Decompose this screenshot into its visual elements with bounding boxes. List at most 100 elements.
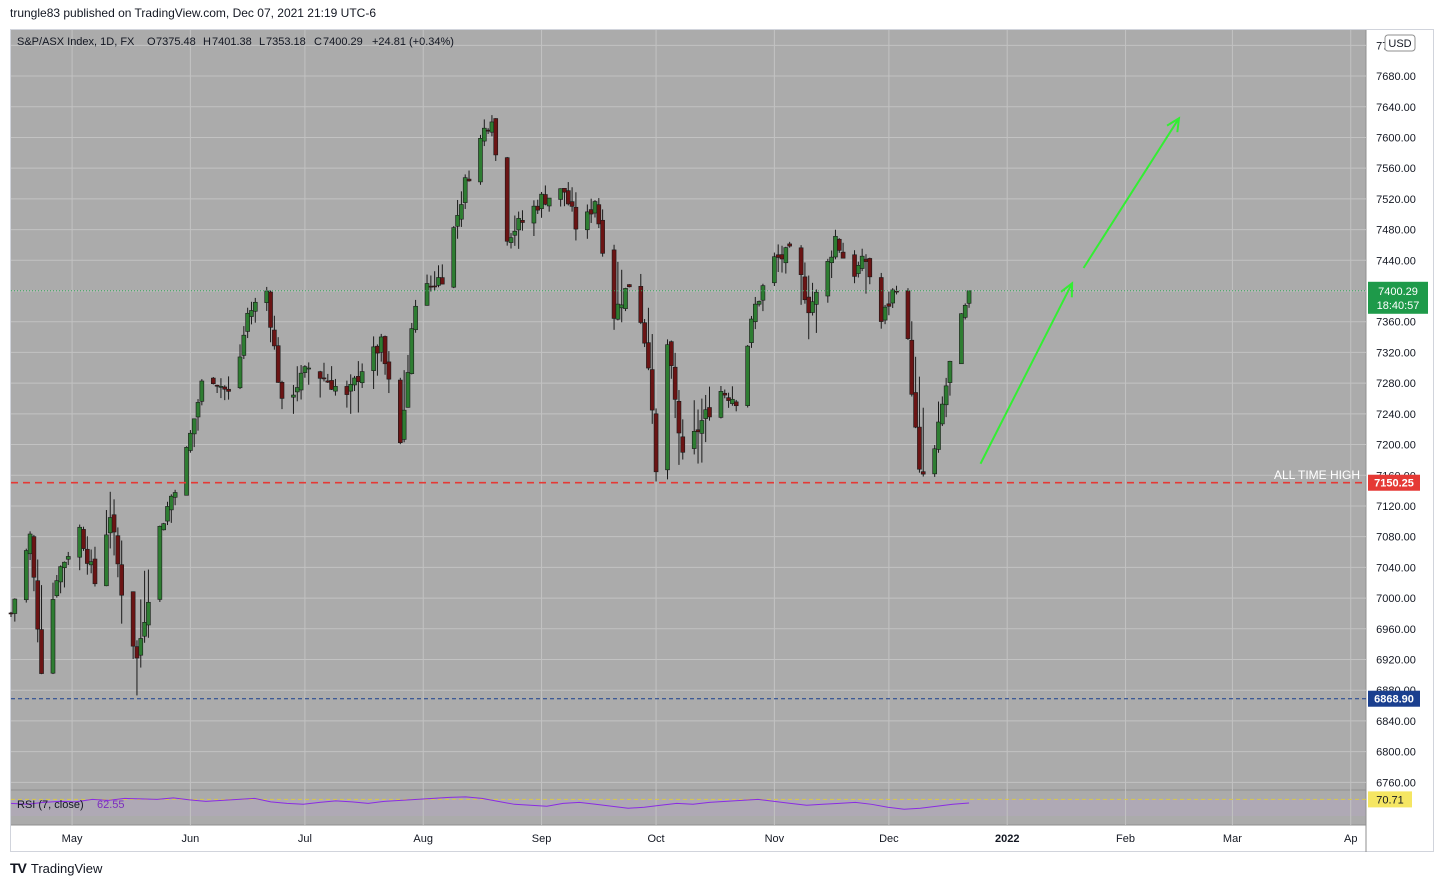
rsi-label: RSI (7, close) (17, 799, 84, 811)
candle-body (787, 243, 792, 247)
candle-body (779, 254, 785, 260)
candle-body (669, 341, 674, 366)
time-tick-label: Sep (532, 833, 552, 845)
candle-body (130, 591, 136, 647)
candle-body (810, 301, 815, 313)
candle-body (462, 177, 468, 203)
price-tick-label: 7480.00 (1376, 225, 1416, 237)
candle-body (722, 392, 728, 396)
candle-body (436, 277, 441, 286)
candle-body (623, 288, 628, 309)
candle-body (50, 599, 56, 674)
candle-body (352, 377, 357, 386)
candle-body (962, 304, 968, 318)
candle-body (317, 371, 323, 379)
chart-frame (10, 29, 1434, 852)
price-tick-label: 7120.00 (1376, 501, 1416, 513)
candle-body (665, 344, 670, 471)
candle-body (806, 296, 812, 314)
candle-body (35, 580, 41, 630)
candle-body (371, 346, 376, 371)
candle-body (569, 201, 575, 207)
candle-body (172, 492, 178, 498)
candle-body (615, 303, 621, 320)
candle-body (218, 386, 224, 388)
candle-body (745, 345, 750, 406)
candle-body (119, 564, 124, 596)
candle-body (302, 366, 308, 373)
candle-body (909, 339, 915, 395)
candle-body (275, 345, 281, 383)
candle-body (115, 535, 121, 565)
candle-body (31, 536, 37, 578)
candle-body (65, 556, 71, 560)
candle-body (596, 204, 602, 225)
candle-body (378, 336, 384, 353)
footer-brand[interactable]: TradingView (30, 860, 103, 876)
projection-arrows (979, 116, 1181, 465)
price-tick-label: 6840.00 (1376, 716, 1416, 728)
candle-body (375, 345, 380, 354)
horizontal-levels: 7400.29 18:40:57 7150.25 6868.90 (11, 281, 1428, 707)
candle-body (27, 533, 33, 555)
candle-body (134, 646, 140, 659)
time-axis-labels: May Jun Jul Aug Sep Oct Nov Dec 2022 Feb Mar Ap (62, 833, 1358, 845)
candle-body (562, 188, 567, 193)
candle-body (214, 384, 220, 387)
candle-body (695, 429, 701, 433)
candle-body (905, 290, 911, 339)
candle-body (649, 369, 655, 411)
candle-body (565, 190, 571, 205)
projection-arrow-line[interactable] (979, 282, 1073, 465)
candle-body (272, 329, 277, 347)
time-tick-label: Mar (1223, 833, 1242, 845)
candle-body (455, 215, 460, 227)
candle-body (752, 303, 758, 323)
projection-arrow-line[interactable] (1082, 117, 1180, 269)
candle-body (401, 409, 407, 440)
candle-body (478, 138, 483, 183)
candle-body (264, 290, 270, 303)
price-tick-label: 7560.00 (1376, 163, 1416, 175)
candle-body (306, 367, 312, 370)
candle-body (825, 260, 831, 297)
price-tick-label: 7640.00 (1376, 102, 1416, 114)
price-tick-label: 6760.00 (1376, 777, 1416, 789)
legend-low-value: 7353.18 (266, 36, 306, 48)
candle-body (107, 517, 113, 534)
candle-body (23, 550, 29, 601)
candle-body (573, 206, 579, 230)
price-tick-label: 7040.00 (1376, 562, 1416, 574)
candle-body (489, 121, 495, 133)
candle-body (718, 391, 724, 418)
candle-body (760, 285, 766, 301)
price-tick-label: 7000.00 (1376, 593, 1416, 605)
time-tick-label: Jun (182, 833, 200, 845)
footer: TV TradingView (10, 860, 102, 876)
candle-body (703, 409, 708, 419)
candle-body (294, 387, 300, 393)
last-price-label: 7400.29 (1378, 286, 1418, 298)
candle-body (775, 254, 781, 258)
candle-body (54, 580, 60, 597)
time-tick-label: Nov (765, 833, 785, 845)
legend-open-value: 7375.48 (156, 36, 196, 48)
candle-body (142, 622, 147, 637)
candle-body (493, 118, 499, 156)
candle-body (245, 312, 250, 332)
candle-body (531, 205, 537, 224)
candle-body (485, 129, 491, 132)
candle-body (199, 380, 205, 402)
price-tick-label: 7200.00 (1376, 440, 1416, 452)
candle-body (917, 426, 922, 470)
time-tick-label: Oct (647, 833, 664, 845)
candle-body (539, 193, 544, 209)
tradingview-logo-icon: TV (10, 860, 27, 876)
candle-body (733, 401, 739, 407)
candle-body (268, 291, 273, 328)
candle-body (359, 371, 365, 384)
candle-body (210, 377, 216, 384)
candle-body (85, 548, 90, 564)
currency-badge[interactable] (1384, 34, 1416, 52)
